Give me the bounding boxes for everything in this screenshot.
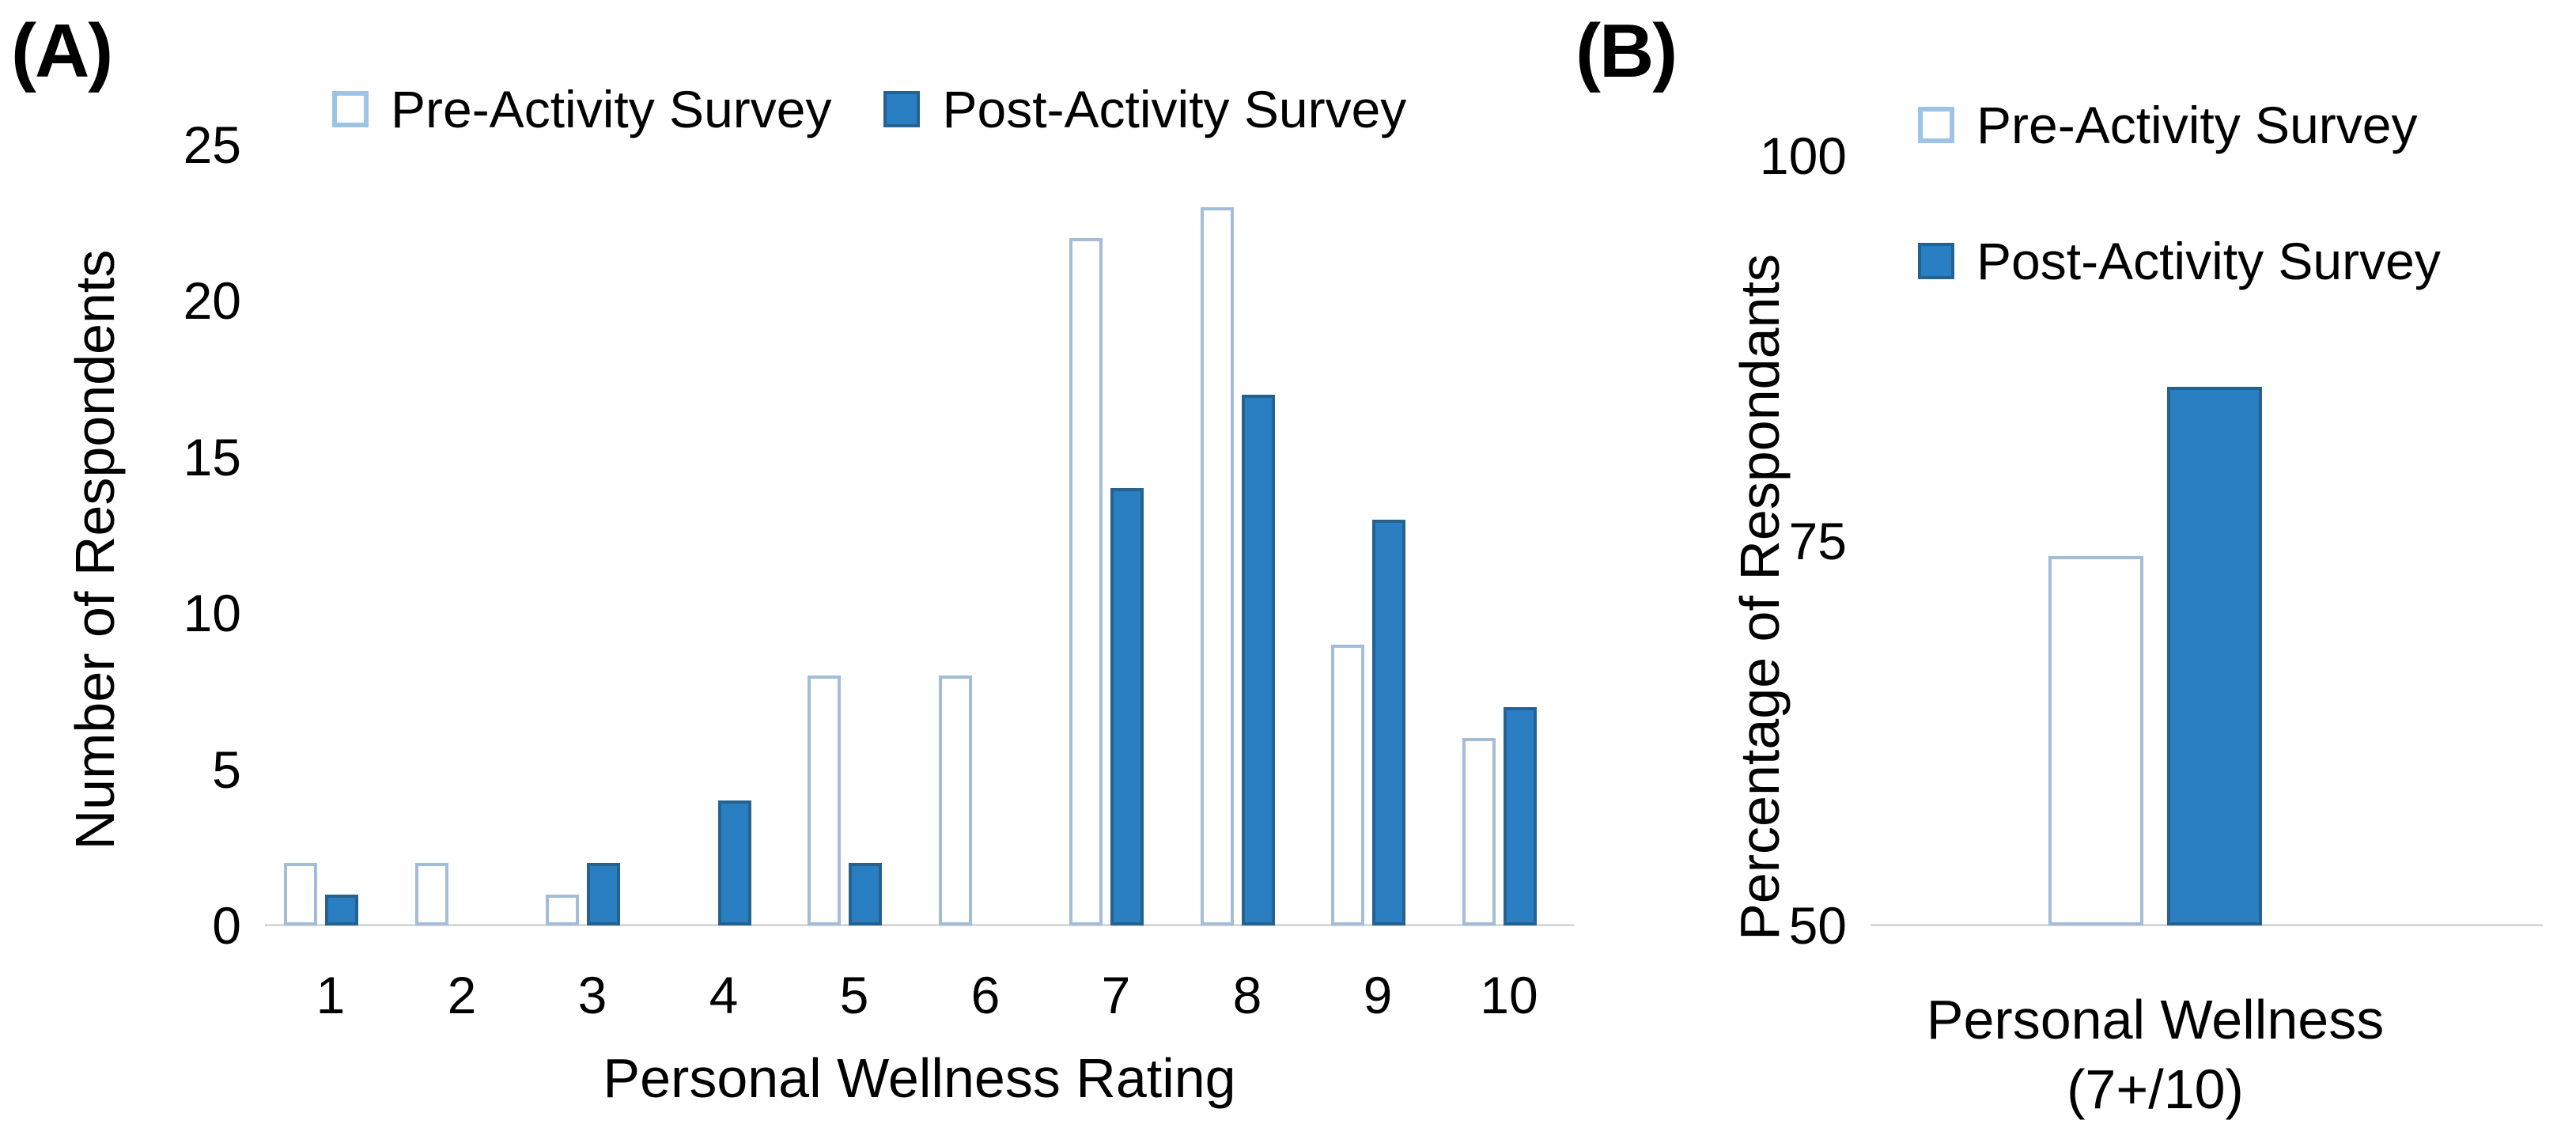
category-group [1303,0,1434,925]
category-group [517,0,649,925]
y-tick-label: 5 [212,740,241,799]
post-bar [1110,488,1144,925]
panel-b-y-axis-title: Percentage of Respondants [1729,254,1791,940]
legend-label: Post-Activity Survey [1976,232,2441,290]
solid-square-icon [1918,243,1954,279]
category-group [1172,0,1303,925]
category-group [255,0,387,925]
x-tick-label: 6 [970,966,1001,1024]
x-axis-line [265,924,1574,926]
post-bar [1242,395,1275,925]
post-bar [1372,520,1405,925]
pre-bar [939,676,972,925]
category-group [387,0,518,925]
panel-b-label: (B) [1575,9,1678,93]
x-tick-label: 5 [839,966,869,1024]
x-tick-label: 1 [316,966,346,1024]
pre-bar [284,863,317,925]
x-tick-label: 2 [447,966,477,1024]
panel-a-label: (A) [11,9,113,93]
y-tick-label: 10 [183,584,241,642]
panel-b-legend: Pre-Activity Survey Post-Activity Survey [1918,95,2441,291]
legend-item-post: Post-Activity Survey [1918,231,2441,291]
y-tick-label: 15 [183,428,241,486]
y-tick-label: 0 [212,896,241,955]
x-tick-label: 4 [709,966,739,1024]
category-group [779,0,910,925]
pre-bar [1462,738,1496,925]
legend-label: Pre-Activity Survey [1976,96,2418,154]
category-group [910,0,1042,925]
category-group [1434,0,1565,925]
category-group [1819,0,2491,925]
y-tick-label: 100 [1759,127,1847,185]
legend-item-pre: Pre-Activity Survey [332,79,831,139]
post-bar [2167,387,2262,925]
x-tick-label: 7 [1101,966,1131,1024]
pre-bar [546,895,579,925]
panel-b-x-axis-label-line2: (7+/10) [2067,1058,2244,1120]
post-bar [587,863,620,925]
pre-bar [1201,207,1234,925]
y-tick-label: 20 [183,271,241,330]
legend-item-post: Post-Activity Survey [883,79,1406,139]
y-tick-label: 50 [1788,896,1847,955]
x-tick-label: 10 [1480,966,1538,1024]
panel-b-x-axis-label-line1: Personal Wellness [1926,989,2385,1050]
post-bar [1504,707,1537,925]
x-tick-label: 9 [1363,966,1393,1024]
panel-b-x-axis-label: Personal Wellness (7+/10) [1819,985,2491,1124]
pre-bar [2048,556,2143,925]
post-bar [325,895,358,925]
post-bar [849,863,882,925]
pre-bar [808,676,841,925]
panel-a-x-axis-title: Personal Wellness Rating [603,1047,1236,1109]
panel-a-legend: Pre-Activity Survey Post-Activity Survey [332,79,1406,139]
y-tick-label: 75 [1788,512,1847,570]
x-tick-label: 8 [1232,966,1262,1024]
category-group [1041,0,1172,925]
solid-square-icon [883,91,921,127]
pre-bar [1069,238,1103,925]
category-group [649,0,780,925]
outline-square-icon [332,91,369,127]
legend-item-pre: Pre-Activity Survey [1918,95,2417,155]
post-bar [718,800,751,925]
legend-label: Post-Activity Survey [942,80,1407,138]
legend-label: Pre-Activity Survey [391,80,832,138]
pre-bar [1331,645,1364,925]
y-tick-label: 25 [183,115,241,174]
pre-bar [415,863,448,925]
outline-square-icon [1918,107,1954,143]
x-tick-label: 3 [577,966,607,1024]
